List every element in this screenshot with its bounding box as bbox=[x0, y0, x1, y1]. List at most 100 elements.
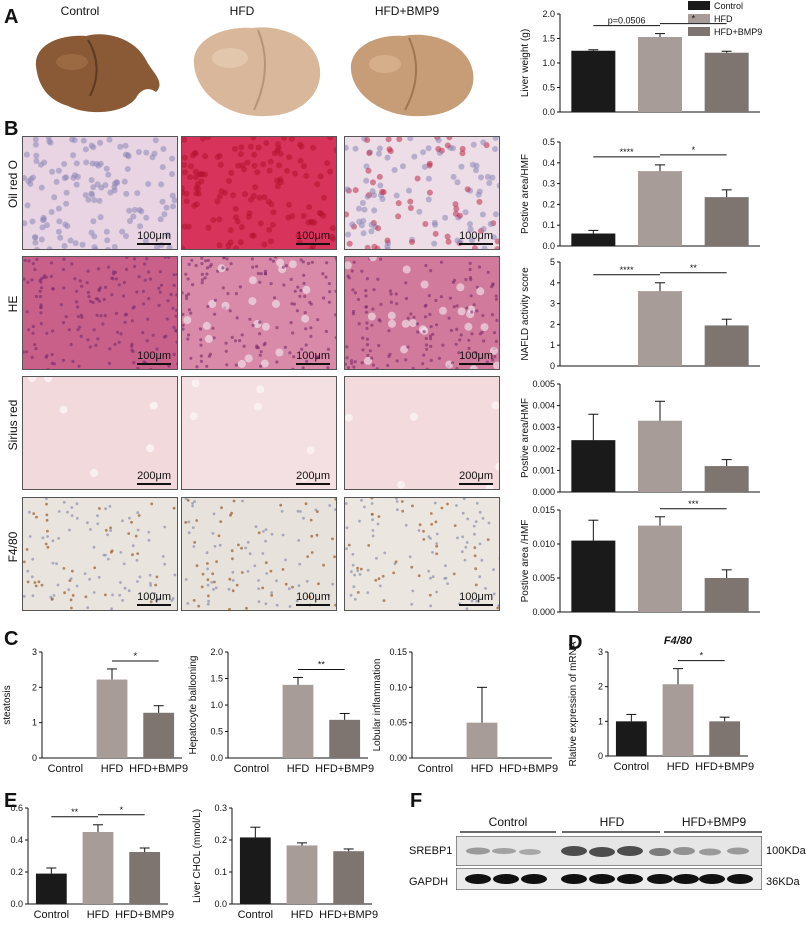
tissue-speck bbox=[407, 205, 414, 211]
tissue-speck bbox=[187, 174, 193, 181]
tissue-speck bbox=[333, 147, 336, 154]
tissue-speck bbox=[468, 276, 472, 280]
tissue-speck bbox=[187, 308, 191, 312]
tissue-speck bbox=[232, 214, 239, 221]
tissue-speck bbox=[126, 207, 133, 214]
tissue-speck bbox=[311, 609, 314, 610]
tissue-speck bbox=[26, 580, 30, 584]
tissue-speck bbox=[175, 340, 177, 344]
tissue-speck bbox=[230, 335, 234, 339]
tissue-speck bbox=[135, 149, 142, 155]
tissue-speck bbox=[395, 200, 402, 207]
tissue-speck bbox=[219, 520, 223, 523]
tissue-speck bbox=[44, 377, 53, 383]
tissue-speck bbox=[345, 547, 348, 551]
tissue-speck bbox=[109, 526, 112, 530]
tissue-speck bbox=[128, 516, 131, 520]
tissue-speck bbox=[79, 241, 86, 248]
tissue-speck bbox=[94, 343, 98, 347]
y-axis-label: Postive area /HMF bbox=[520, 520, 531, 603]
tissue-speck bbox=[384, 237, 391, 244]
tissue-speck bbox=[199, 338, 203, 342]
tissue-speck bbox=[238, 339, 242, 343]
tissue-speck bbox=[193, 541, 197, 544]
tissue-speck bbox=[351, 309, 356, 314]
tissue-speck bbox=[136, 528, 140, 532]
tissue-speck bbox=[456, 283, 465, 292]
tissue-speck bbox=[407, 198, 414, 205]
bar-hfd-bmp9 bbox=[704, 197, 749, 246]
tissue-speck bbox=[78, 325, 82, 329]
tissue-speck bbox=[213, 580, 216, 584]
tissue-speck bbox=[62, 567, 66, 570]
histology-tile-he-control: 100μm bbox=[22, 256, 178, 370]
tissue-speck bbox=[206, 567, 209, 571]
tissue-speck bbox=[230, 511, 233, 515]
tissue-speck bbox=[489, 346, 498, 355]
tissue-speck bbox=[186, 337, 190, 341]
tissue-speck bbox=[365, 337, 369, 341]
tissue-speck bbox=[356, 205, 362, 212]
tissue-speck bbox=[494, 246, 499, 249]
tissue-speck bbox=[485, 360, 489, 364]
tissue-speck bbox=[299, 288, 303, 293]
tissue-speck bbox=[404, 296, 408, 301]
tissue-speck bbox=[183, 198, 190, 205]
scale-bar-label: 100μm bbox=[137, 230, 171, 242]
y-tick-label: 2.0 bbox=[210, 647, 223, 657]
tissue-speck bbox=[23, 175, 28, 181]
tissue-speck bbox=[153, 244, 160, 249]
tissue-speck bbox=[134, 534, 138, 538]
bar-control bbox=[615, 721, 647, 756]
tissue-speck bbox=[213, 298, 217, 302]
tissue-speck bbox=[463, 558, 467, 562]
tissue-speck bbox=[55, 562, 58, 565]
tissue-speck bbox=[263, 140, 270, 146]
tissue-speck bbox=[393, 192, 400, 199]
tissue-speck bbox=[266, 226, 273, 233]
tissue-speck bbox=[263, 269, 268, 273]
tissue-speck bbox=[200, 585, 204, 589]
tissue-speck bbox=[134, 190, 141, 197]
scale-bar: 100μm bbox=[459, 350, 493, 365]
tissue-speck bbox=[199, 343, 203, 347]
tissue-speck bbox=[486, 538, 490, 541]
tissue-speck bbox=[324, 160, 331, 167]
tissue-speck bbox=[69, 342, 73, 347]
tissue-speck bbox=[191, 379, 200, 388]
tissue-speck bbox=[370, 356, 374, 360]
tissue-speck bbox=[291, 331, 295, 335]
significance-label: **** bbox=[620, 265, 635, 275]
tissue-speck bbox=[258, 353, 262, 357]
tissue-speck bbox=[441, 343, 445, 347]
scale-bar-label: 100μm bbox=[296, 591, 330, 603]
tissue-speck bbox=[420, 280, 429, 289]
tissue-speck bbox=[34, 347, 38, 351]
scale-bar-label: 100μm bbox=[137, 350, 171, 362]
tissue-speck bbox=[492, 137, 499, 141]
tissue-speck bbox=[301, 314, 310, 323]
tissue-speck bbox=[209, 262, 213, 267]
y-tick-label: 2 bbox=[550, 319, 555, 329]
tissue-speck bbox=[424, 315, 428, 319]
tissue-speck bbox=[392, 571, 396, 575]
tissue-speck bbox=[227, 227, 234, 234]
y-tick-label: 0.6 bbox=[10, 803, 23, 813]
bar-hfd bbox=[282, 684, 314, 758]
tissue-speck bbox=[191, 504, 194, 508]
tissue-speck bbox=[29, 218, 36, 225]
tissue-speck bbox=[416, 330, 420, 334]
histology-tile-f480-control: 100μm bbox=[22, 497, 178, 611]
tissue-speck bbox=[491, 283, 495, 287]
tissue-speck bbox=[486, 180, 493, 186]
tissue-speck bbox=[365, 277, 369, 281]
tissue-speck bbox=[226, 178, 232, 184]
scale-bar-line bbox=[296, 604, 330, 606]
tissue-speck bbox=[304, 327, 308, 331]
tissue-speck bbox=[49, 168, 56, 175]
tissue-speck bbox=[375, 225, 382, 232]
bar-hfd bbox=[638, 525, 682, 612]
tissue-speck bbox=[25, 178, 32, 185]
tissue-speck bbox=[206, 258, 210, 263]
tissue-speck bbox=[394, 560, 398, 564]
